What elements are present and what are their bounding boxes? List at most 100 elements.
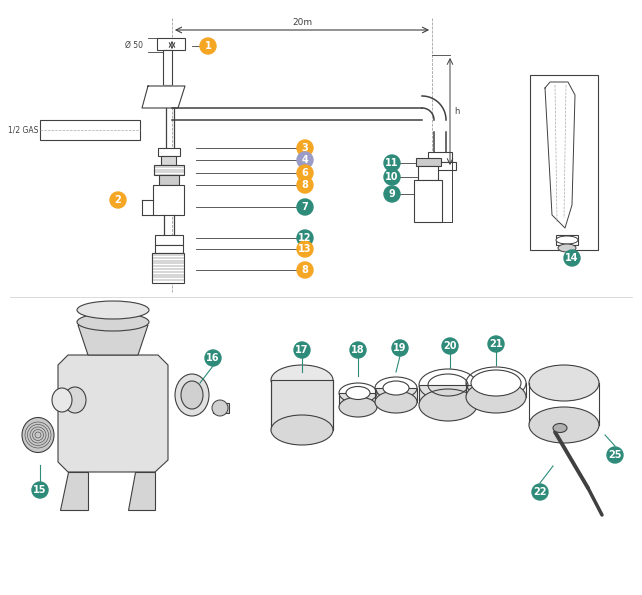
- Bar: [271, 380, 333, 430]
- Circle shape: [384, 155, 400, 171]
- Text: 8: 8: [302, 265, 308, 275]
- Text: 21: 21: [489, 339, 503, 349]
- Text: 13: 13: [299, 244, 312, 254]
- Circle shape: [384, 169, 400, 185]
- Bar: [161, 156, 176, 165]
- Text: 9: 9: [388, 189, 395, 199]
- Ellipse shape: [339, 397, 377, 417]
- Bar: [375, 388, 417, 402]
- Ellipse shape: [553, 424, 567, 433]
- Bar: [155, 245, 183, 253]
- Circle shape: [564, 250, 580, 266]
- Ellipse shape: [375, 391, 417, 413]
- Circle shape: [205, 350, 221, 366]
- Ellipse shape: [466, 381, 526, 413]
- Ellipse shape: [77, 313, 149, 331]
- Polygon shape: [142, 86, 185, 108]
- Text: 15: 15: [33, 485, 47, 495]
- Bar: [556, 235, 578, 245]
- Polygon shape: [545, 82, 575, 228]
- Text: h: h: [454, 107, 460, 115]
- Ellipse shape: [212, 400, 228, 416]
- Ellipse shape: [271, 415, 333, 445]
- Ellipse shape: [77, 301, 149, 319]
- Ellipse shape: [556, 236, 578, 244]
- Text: 7: 7: [302, 202, 308, 212]
- Text: 16: 16: [206, 353, 220, 363]
- Circle shape: [297, 140, 313, 156]
- Text: 8: 8: [302, 180, 308, 190]
- Bar: [414, 180, 442, 222]
- Ellipse shape: [419, 389, 477, 421]
- Circle shape: [297, 241, 313, 257]
- Ellipse shape: [175, 374, 209, 416]
- Circle shape: [297, 165, 313, 181]
- Circle shape: [297, 199, 313, 215]
- Bar: [158, 148, 180, 156]
- Text: 1/2 GAS: 1/2 GAS: [8, 126, 38, 134]
- Bar: [163, 50, 172, 85]
- Ellipse shape: [529, 407, 599, 443]
- Circle shape: [442, 338, 458, 354]
- Bar: [40, 120, 140, 140]
- Circle shape: [297, 152, 313, 168]
- Ellipse shape: [529, 365, 599, 401]
- Bar: [416, 158, 441, 166]
- Text: 3: 3: [302, 143, 308, 153]
- Bar: [159, 175, 179, 185]
- Bar: [428, 152, 452, 162]
- Text: 12: 12: [299, 233, 312, 243]
- Ellipse shape: [22, 418, 54, 453]
- Bar: [213, 403, 229, 413]
- Polygon shape: [58, 355, 168, 472]
- Circle shape: [32, 482, 48, 498]
- Text: 18: 18: [351, 345, 365, 355]
- Bar: [154, 165, 184, 175]
- Ellipse shape: [471, 370, 521, 396]
- Text: 6: 6: [302, 168, 308, 178]
- Text: 22: 22: [534, 487, 547, 497]
- Text: 17: 17: [295, 345, 309, 355]
- Ellipse shape: [271, 365, 333, 395]
- Bar: [152, 253, 184, 283]
- Text: 1: 1: [205, 41, 211, 51]
- Ellipse shape: [181, 381, 203, 409]
- Bar: [419, 385, 477, 405]
- Ellipse shape: [558, 244, 576, 252]
- Bar: [424, 162, 456, 170]
- Circle shape: [532, 484, 548, 500]
- Ellipse shape: [383, 381, 409, 395]
- Circle shape: [297, 262, 313, 278]
- Polygon shape: [60, 472, 88, 510]
- Bar: [418, 166, 438, 180]
- Bar: [157, 38, 185, 50]
- Text: 19: 19: [394, 343, 407, 353]
- Circle shape: [297, 177, 313, 193]
- Circle shape: [297, 230, 313, 246]
- Circle shape: [294, 342, 310, 358]
- Circle shape: [607, 447, 623, 463]
- Circle shape: [392, 340, 408, 356]
- Circle shape: [488, 336, 504, 352]
- Circle shape: [110, 192, 126, 208]
- Bar: [155, 235, 183, 245]
- Circle shape: [350, 342, 366, 358]
- Circle shape: [384, 186, 400, 202]
- Polygon shape: [78, 325, 148, 355]
- Text: 20m: 20m: [292, 18, 312, 27]
- Polygon shape: [128, 472, 155, 510]
- Text: 10: 10: [385, 172, 399, 182]
- Ellipse shape: [64, 387, 86, 413]
- Text: Ø 50: Ø 50: [125, 40, 143, 49]
- Text: 11: 11: [385, 158, 399, 168]
- Circle shape: [200, 38, 216, 54]
- Text: 25: 25: [608, 450, 621, 460]
- Ellipse shape: [52, 388, 72, 412]
- Text: 2: 2: [115, 195, 121, 205]
- Ellipse shape: [346, 387, 370, 399]
- Bar: [530, 75, 598, 250]
- Text: 14: 14: [565, 253, 578, 263]
- Text: 20: 20: [443, 341, 456, 351]
- Bar: [153, 185, 184, 215]
- Bar: [339, 393, 377, 407]
